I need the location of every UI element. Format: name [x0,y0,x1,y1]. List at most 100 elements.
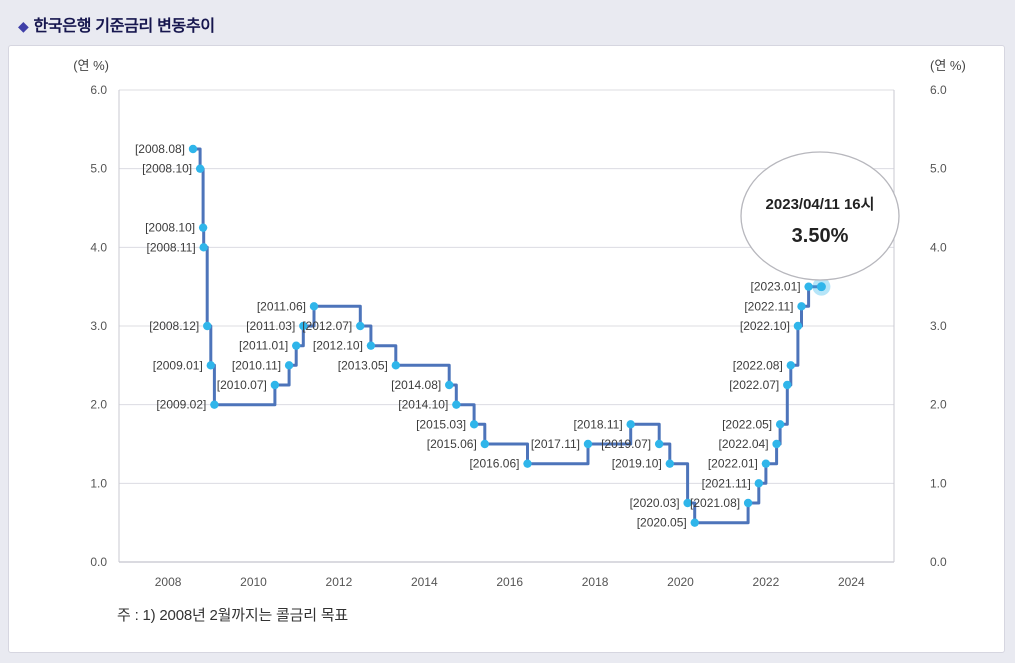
current-point-marker [816,282,826,292]
y-axis-label-right: 4.0 [930,240,947,254]
y-axis-label-left: 4.0 [90,240,107,254]
data-point-label: [2011.06] [257,299,306,313]
data-point-marker [270,380,280,390]
data-point-marker [452,400,461,409]
y-axis-label-left: 0.0 [90,555,107,569]
x-axis-label: 2008 [155,575,182,589]
chart-panel: 0.0 0.0 1.0 1.0 2.0 2.0 3.0 3.0 4.0 4.0 5.0 5.0 6.0 6… [8,45,1005,653]
data-point-marker [199,243,208,252]
data-point-marker [665,459,675,468]
y-axis-label-left: 1.0 [90,476,107,490]
data-point-label: [2010.07] [217,378,267,392]
x-axis-label: 2010 [240,575,267,589]
data-point-marker [761,459,771,468]
data-point-marker [366,341,376,350]
data-point-marker [690,518,699,527]
data-point-marker [797,302,806,311]
x-axis-label: 2022 [753,575,780,589]
data-point-label: [2022.05] [722,417,772,431]
data-point-label: [2020.05] [637,516,687,530]
data-point-label: [2020.03] [630,496,680,510]
y-axis-label-left: 3.0 [90,319,107,333]
data-point-label: [2014.10] [398,398,448,412]
callout-datetime: 2023/04/11 16시 [766,196,875,213]
y-axis-label-left: 5.0 [90,162,107,176]
data-point-marker [210,400,219,409]
y-axis-label-right: 5.0 [930,162,947,176]
x-axis-label: 2018 [582,575,609,589]
data-point-label: [2022.08] [733,358,783,372]
data-point-label: [2022.11] [744,299,793,313]
unit-label-right: (연 %) [930,58,966,73]
data-point-marker [754,479,763,488]
data-point-label: [2010.11] [232,358,281,372]
data-point-marker [198,223,208,232]
data-point-marker [683,498,692,508]
data-point-label: [2011.03] [246,319,295,333]
data-point-label: [2022.10] [740,319,790,333]
footnote: 주 : 1) 2008년 2월까지는 콜금리 목표 [117,607,349,624]
data-point-marker [203,321,212,331]
diamond-bullet-icon: ◆ [18,18,29,34]
y-axis-label-right: 6.0 [930,83,947,97]
callout-rate: 3.50% [792,225,849,247]
data-point-label: [2022.01] [708,457,758,471]
data-point-label: [2021.11] [702,476,751,490]
data-point-label: [2022.04] [719,437,769,451]
data-point-marker [292,341,301,350]
data-point-marker [786,361,796,370]
data-point-marker [793,321,803,331]
data-point-marker [743,498,753,508]
data-point-marker [480,439,489,449]
page-title: ◆ 한국은행 기준금리 변동추이 [18,12,215,36]
data-point-label: [2008.10] [145,221,195,235]
x-axis-label: 2020 [667,575,694,589]
data-point-label: [2008.10] [142,162,192,176]
data-point-marker [772,439,781,449]
y-axis-label-left: 2.0 [90,398,107,412]
data-point-label: [2008.11] [147,240,196,254]
x-axis-label: 2024 [838,575,865,589]
data-point-label: [2019.10] [612,457,662,471]
data-point-label: [2022.07] [729,378,779,392]
data-point-label: [2009.01] [153,358,203,372]
data-point-label: [2009.02] [156,398,206,412]
data-point-marker [445,380,454,390]
data-point-marker [583,439,593,449]
data-point-marker [775,420,785,429]
data-point-label: [2012.10] [313,339,363,353]
page-title-text: 한국은행 기준금리 변동추이 [33,18,215,35]
y-axis-label-right: 0.0 [930,555,947,569]
y-axis-label-right: 1.0 [930,476,947,490]
data-point-label: [2012.07] [302,319,352,333]
y-axis-label-right: 3.0 [930,319,947,333]
data-point-marker [284,361,294,370]
data-point-label: [2015.03] [416,417,466,431]
data-point-label: [2013.05] [338,358,388,372]
data-point-label: [2011.01] [239,339,288,353]
data-point-marker [299,321,308,331]
x-axis-label: 2012 [326,575,353,589]
data-point-marker [654,439,664,449]
data-point-marker [523,459,532,468]
data-point-marker [356,321,365,331]
data-point-marker [804,282,813,291]
rate-step-line [193,147,822,525]
data-point-label: [2023.01] [751,280,801,294]
data-point-marker [188,144,198,154]
callout-bubble [740,151,900,281]
data-point-marker [195,164,205,173]
x-axis-label: 2014 [411,575,438,589]
data-point-label: [2008.12] [149,319,199,333]
unit-label-left: (연 %) [73,58,109,73]
data-point-label: [2008.08] [135,142,185,156]
data-point-label: [2017.11] [531,437,580,451]
data-point-label: [2021.08] [690,496,740,510]
data-point-marker [309,302,319,311]
data-point-label: [2016.06] [469,457,519,471]
data-point-marker [469,420,479,429]
data-point-marker [783,380,792,390]
data-point-label: [2014.08] [391,378,441,392]
data-point-label: [2018.11] [574,417,623,431]
data-point-marker [391,361,401,370]
